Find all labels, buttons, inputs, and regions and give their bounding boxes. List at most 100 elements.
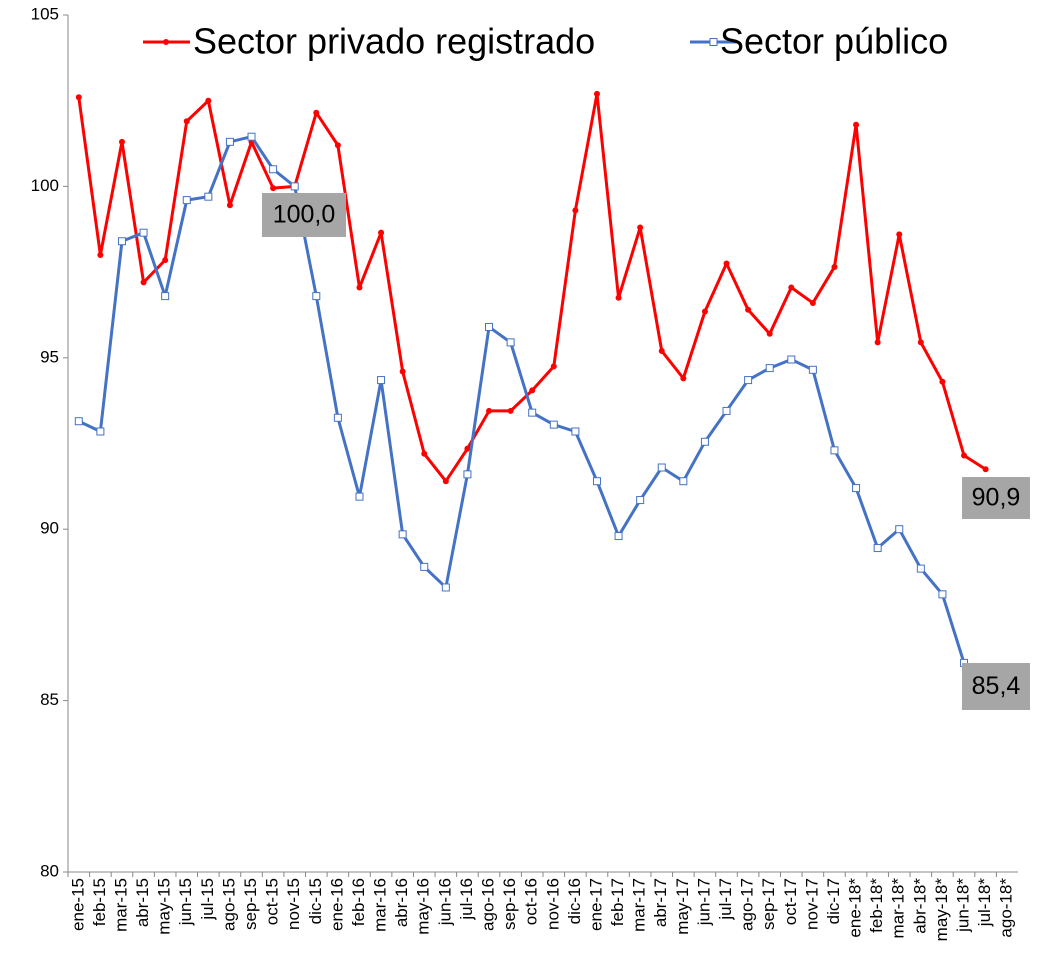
x-tick-label: abr-15 xyxy=(133,878,152,927)
annotation: 100,0 xyxy=(273,201,336,229)
point xyxy=(723,260,730,267)
point xyxy=(701,308,708,315)
point xyxy=(614,532,623,541)
point xyxy=(75,94,82,101)
y-tick-label: 90 xyxy=(40,519,59,538)
point xyxy=(679,477,688,486)
point xyxy=(486,407,493,414)
x-tick-label: mar-18* xyxy=(889,878,908,939)
point xyxy=(312,292,321,301)
point xyxy=(788,284,795,291)
x-tick-label: feb-18* xyxy=(867,878,886,933)
y-tick-label: 95 xyxy=(40,347,59,366)
point xyxy=(485,322,494,331)
point xyxy=(442,478,449,485)
point xyxy=(463,470,472,479)
point xyxy=(333,413,342,422)
point xyxy=(830,446,839,455)
x-tick-label: oct-15 xyxy=(263,878,282,925)
point xyxy=(808,365,817,374)
point xyxy=(421,450,428,457)
point xyxy=(873,544,882,553)
point xyxy=(355,492,364,501)
point xyxy=(571,427,580,436)
point xyxy=(636,496,645,505)
annotation: 90,9 xyxy=(972,484,1021,512)
x-tick-label: feb-16 xyxy=(349,878,368,926)
point xyxy=(420,562,429,571)
point xyxy=(917,339,924,346)
point xyxy=(398,530,407,539)
point xyxy=(378,229,385,236)
point xyxy=(896,231,903,238)
point xyxy=(313,109,320,116)
point xyxy=(269,165,278,174)
point xyxy=(118,138,125,145)
series-line xyxy=(78,135,966,664)
point xyxy=(334,142,341,149)
point xyxy=(787,355,796,364)
point xyxy=(96,427,105,436)
x-tick-label: jul-17 xyxy=(716,878,735,921)
x-tick-label: mar-17 xyxy=(630,878,649,932)
point xyxy=(852,484,861,493)
point xyxy=(183,118,190,125)
point xyxy=(766,330,773,337)
point xyxy=(528,408,537,417)
x-tick-label: jun-15 xyxy=(176,878,195,926)
point xyxy=(205,97,212,104)
point xyxy=(97,251,104,258)
x-tick-label: dic-17 xyxy=(824,878,843,924)
point xyxy=(572,207,579,214)
x-tick-label: oct-17 xyxy=(781,878,800,925)
point xyxy=(593,90,600,97)
x-tick-label: may-15 xyxy=(155,878,174,935)
x-tick-label: nov-15 xyxy=(284,878,303,930)
x-tick-label: jun-16 xyxy=(435,878,454,926)
x-tick-label: jun-17 xyxy=(694,878,713,926)
legend-label: Sector público xyxy=(720,21,948,62)
x-tick-label: jul-16 xyxy=(457,878,476,921)
x-tick-label: abr-17 xyxy=(651,878,670,927)
point xyxy=(290,182,299,191)
annotation-box xyxy=(962,663,1030,710)
x-tick-label: jul-15 xyxy=(198,878,217,921)
x-tick-label: ene-18* xyxy=(846,878,865,938)
point xyxy=(529,387,536,394)
series-line xyxy=(77,92,987,483)
point xyxy=(139,228,148,237)
x-tick-label: jul-18* xyxy=(975,878,994,928)
point xyxy=(700,437,709,446)
point xyxy=(592,477,601,486)
x-tick-label: may-17 xyxy=(673,878,692,935)
point xyxy=(225,137,234,146)
point xyxy=(140,279,147,286)
point xyxy=(895,525,904,534)
x-tick-label: nov-17 xyxy=(802,878,821,930)
point xyxy=(226,202,233,209)
point xyxy=(680,375,687,382)
point xyxy=(550,363,557,370)
legend-label: Sector privado registrado xyxy=(193,21,595,62)
point xyxy=(939,378,946,385)
x-tick-label: ene-15 xyxy=(68,878,87,931)
x-tick-label: feb-15 xyxy=(90,878,109,926)
annotation: 85,4 xyxy=(972,672,1021,700)
point xyxy=(270,185,277,192)
point xyxy=(809,299,816,306)
x-tick-label: abr-18* xyxy=(910,878,929,934)
point xyxy=(549,420,558,429)
point xyxy=(204,192,213,201)
point xyxy=(916,564,925,573)
point xyxy=(637,224,644,231)
x-tick-label: ene-17 xyxy=(586,878,605,931)
y-tick-label: 105 xyxy=(31,4,59,23)
x-tick-label: oct-16 xyxy=(522,878,541,925)
x-tick-label: dic-16 xyxy=(565,878,584,924)
point xyxy=(765,364,774,373)
point xyxy=(464,445,471,452)
point xyxy=(441,583,450,592)
x-tick-label: sep-16 xyxy=(500,878,519,930)
point xyxy=(506,338,515,347)
